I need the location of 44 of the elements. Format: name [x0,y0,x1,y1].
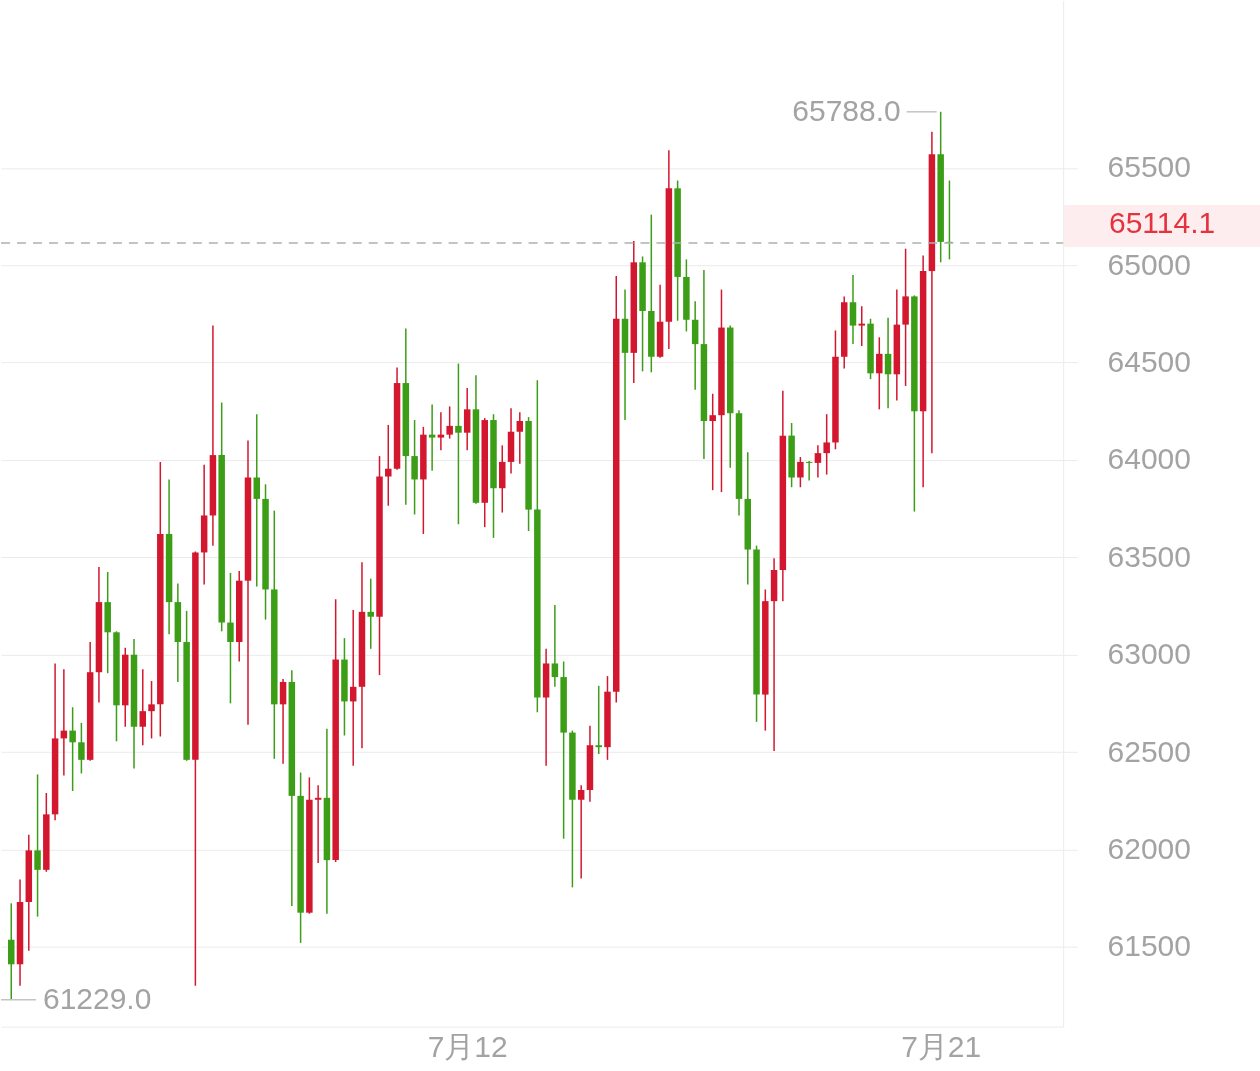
y-tick-label: 62500 [1107,734,1191,768]
x-tick-label: 7月21 [901,1030,982,1064]
candlestick [446,405,453,440]
y-tick-label: 64500 [1107,345,1191,379]
candlestick [78,722,85,775]
candlestick [814,444,822,479]
candlestick [437,411,445,451]
candlestick [876,336,883,411]
candlestick [849,274,857,345]
y-tick-label: 65500 [1107,150,1191,184]
candlestick [709,393,716,491]
y-tick-label: 65000 [1107,247,1191,281]
candlestick [884,317,892,410]
candlestick [69,706,76,792]
y-tick-label: 61500 [1107,929,1191,963]
annotation: 65788.0 [792,93,901,127]
candlestick [227,572,234,705]
candlestick [148,680,155,740]
y-tick-label: 62000 [1107,831,1191,865]
candlestick [428,403,436,472]
candlestick [858,305,865,347]
candlestick [253,413,261,588]
candlestick [823,413,830,476]
candlestick [385,424,392,507]
ref-line-label: 65114.1 [1109,206,1216,240]
y-tick-label: 63000 [1107,637,1191,671]
candlestick [34,773,41,918]
candlestick [595,685,602,755]
candlestick [577,784,585,880]
candlestick [516,411,524,465]
candlestick [455,362,462,525]
x-tick-label: 7月12 [427,1030,508,1064]
candlestick [551,604,559,688]
candlestick [411,419,418,516]
candlestick [797,456,804,488]
candlestick [314,784,322,864]
y-tick-label: 63500 [1107,539,1191,573]
candlestick [367,578,374,650]
annotation: 61229.0 [42,981,152,1015]
candlestick [139,668,147,746]
candlestick [463,387,471,451]
candlestick [805,460,813,482]
y-tick-label: 64000 [1107,442,1191,476]
candlestick [279,678,287,765]
